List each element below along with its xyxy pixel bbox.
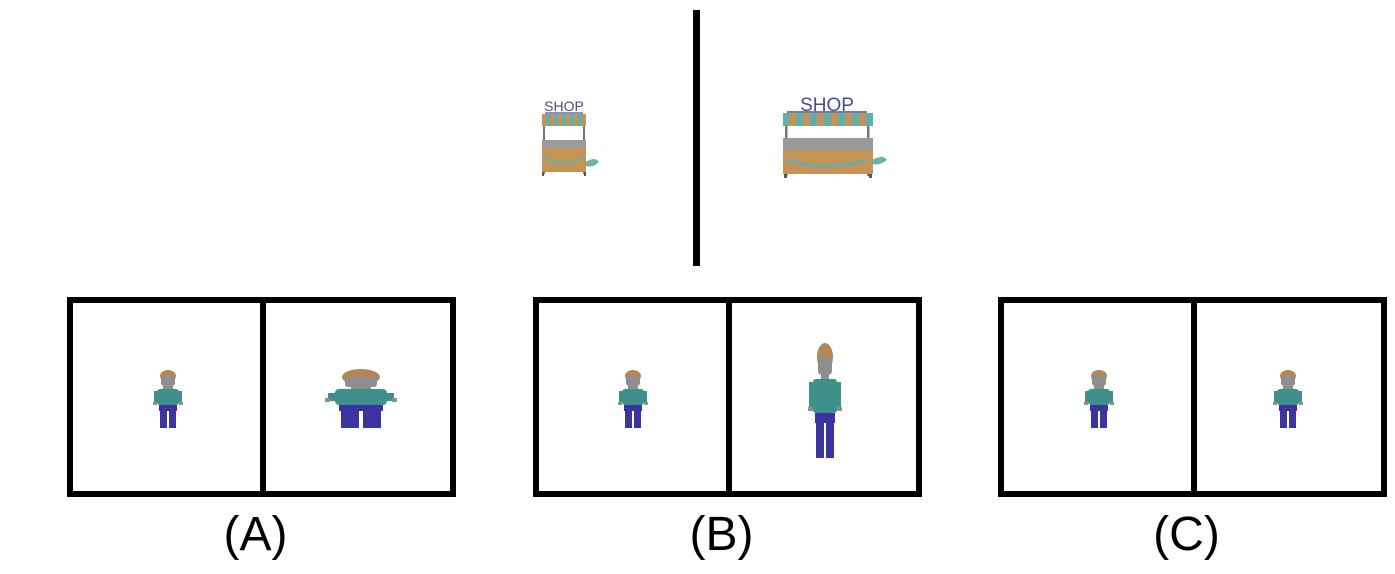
option-b-label: (B) (689, 508, 754, 561)
option-a-right-cell (266, 303, 450, 491)
normal-figure-icon (1273, 369, 1303, 429)
option-c-right-cell (1197, 303, 1381, 491)
wide-figure-icon (325, 369, 397, 429)
option-c-divider (1191, 303, 1197, 491)
small-shop-stall-icon: SHOP (537, 96, 599, 180)
large-shop-stall-icon: SHOP (779, 94, 889, 182)
small-shop-sign: SHOP (544, 98, 584, 114)
normal-figure-icon (153, 369, 183, 429)
option-b-divider (726, 303, 732, 491)
option-a-divider (260, 303, 266, 491)
option-b-left-cell (539, 303, 726, 491)
normal-figure-icon (1084, 369, 1114, 429)
scene-divider (693, 10, 700, 266)
option-a-panel (67, 297, 456, 497)
option-c-label: (C) (1153, 508, 1220, 561)
option-c-panel (998, 297, 1387, 497)
option-a-label: (A) (223, 508, 288, 561)
option-a-left-cell (73, 303, 260, 491)
large-shop-sign: SHOP (800, 95, 854, 116)
option-c-left-cell (1004, 303, 1191, 491)
option-b-right-cell (732, 303, 916, 491)
normal-figure-icon (618, 369, 648, 429)
tall-figure-icon (808, 343, 842, 459)
option-b-panel (533, 297, 922, 497)
